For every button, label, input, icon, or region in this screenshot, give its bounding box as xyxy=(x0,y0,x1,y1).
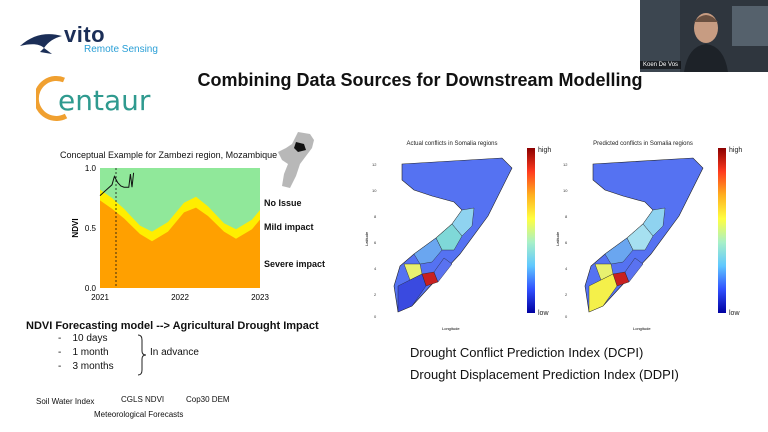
observed-ndvi-line xyxy=(99,172,135,196)
vito-logo-subtitle: Remote Sensing xyxy=(84,44,158,55)
legend-high-label: high xyxy=(538,147,552,154)
svg-text:12: 12 xyxy=(372,162,377,167)
mozambique-map-icon xyxy=(278,132,314,188)
vito-logo-text: vito xyxy=(64,22,106,47)
lead-time-text: 3 months xyxy=(72,361,114,372)
data-source-label: Cop30 DEM xyxy=(186,395,230,404)
svg-text:8: 8 xyxy=(374,214,377,219)
ndvi-chart: 0.0 0.5 1.0 2021 2022 2023 NDVI xyxy=(71,164,269,302)
centaur-logo-ring xyxy=(36,75,68,121)
lead-time-item: - 10 days xyxy=(58,333,108,344)
map-title: Actual conflicts in Somalia regions xyxy=(406,141,498,147)
somalia-predicted-conflict-map: Predicted conflicts in Somalia regions 1… xyxy=(553,138,753,333)
map-xlabel: Longitude xyxy=(442,326,460,331)
y-tick-label: 1.0 xyxy=(85,164,97,173)
svg-text:0: 0 xyxy=(565,314,568,319)
svg-text:4: 4 xyxy=(565,266,568,271)
svg-text:0: 0 xyxy=(374,314,377,319)
svg-text:2: 2 xyxy=(374,292,377,297)
y-axis-label: NDVI xyxy=(71,218,80,237)
legend-low-label: low xyxy=(729,310,740,317)
presenter-name-label: Koen De Vos xyxy=(640,61,682,69)
map-xlabel: Longitude xyxy=(633,326,651,331)
color-scale-bar xyxy=(718,148,726,313)
map-title: Predicted conflicts in Somalia regions xyxy=(593,141,693,147)
centaur-logo-text: entaur xyxy=(58,84,151,117)
ddpi-label: Drought Displacement Prediction Index (D… xyxy=(410,367,679,382)
svg-text:12: 12 xyxy=(563,162,568,167)
ndvi-chart-caption: Conceptual Example for Zambezi region, M… xyxy=(60,150,278,160)
legend-low-label: low xyxy=(538,310,549,317)
data-source-label: CGLS NDVI xyxy=(121,395,165,404)
y-tick-label: 0.5 xyxy=(85,224,97,233)
dcpi-label: Drought Conflict Prediction Index (DCPI) xyxy=(410,345,644,360)
somalia-map-image: 12 10 8 6 4 2 0 Latitude Longitude xyxy=(364,157,513,331)
somalia-actual-conflict-map: Actual conflicts in Somalia regions 12 10… xyxy=(362,138,562,333)
lead-time-item: - 1 month xyxy=(58,347,109,358)
svg-text:4: 4 xyxy=(374,266,377,271)
somalia-map-image: 12 10 8 6 4 2 0 Latitude Longitude xyxy=(555,157,704,331)
legend-high-label: high xyxy=(729,147,743,154)
ndvi-model-heading: NDVI Forecasting model --> Agricultural … xyxy=(26,320,319,332)
impact-label-mild: Mild impact xyxy=(264,222,314,232)
severe-impact-area xyxy=(100,200,260,288)
map-ylabel: Latitude xyxy=(364,231,369,246)
x-tick-label: 2023 xyxy=(251,293,269,302)
slide-title: Combining Data Sources for Downstream Mo… xyxy=(197,70,643,90)
curly-brace-icon xyxy=(137,334,147,376)
y-tick-label: 0.0 xyxy=(85,284,97,293)
svg-text:8: 8 xyxy=(565,214,568,219)
color-scale-bar xyxy=(527,148,535,313)
impact-label-severe: Severe impact xyxy=(264,259,326,269)
svg-text:10: 10 xyxy=(372,188,377,193)
data-source-label: Meteorological Forecasts xyxy=(94,410,184,419)
lead-time-text: 1 month xyxy=(72,347,109,358)
svg-text:2: 2 xyxy=(565,292,568,297)
svg-text:6: 6 xyxy=(374,240,377,245)
x-tick-label: 2021 xyxy=(91,293,109,302)
lead-time-text: 10 days xyxy=(72,333,108,344)
data-source-label: Soil Water Index xyxy=(36,397,95,406)
x-tick-label: 2022 xyxy=(171,293,189,302)
lead-time-item: - 3 months xyxy=(58,361,114,372)
presenter-video-frame xyxy=(640,0,768,72)
svg-text:10: 10 xyxy=(563,188,568,193)
impact-label-no-issue: No Issue xyxy=(264,198,302,208)
svg-text:6: 6 xyxy=(565,240,568,245)
lead-time-note: In advance xyxy=(150,347,199,358)
vito-logo-bird xyxy=(20,34,62,54)
webcam-video[interactable] xyxy=(640,0,768,72)
map-ylabel: Latitude xyxy=(555,231,560,246)
